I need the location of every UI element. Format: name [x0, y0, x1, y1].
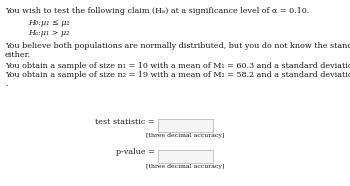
- Text: p-value =: p-value =: [116, 148, 155, 156]
- Text: test statistic =: test statistic =: [95, 118, 155, 126]
- Text: You obtain a sample of size n₁ = 10 with a mean of M₁ = 60.3 and a standard devi: You obtain a sample of size n₁ = 10 with…: [5, 62, 350, 70]
- Text: You wish to test the following claim (Hₐ) at a significance level of α = 0.10.: You wish to test the following claim (Hₐ…: [5, 7, 309, 15]
- Text: either.: either.: [5, 51, 31, 59]
- Text: .: .: [5, 80, 7, 88]
- Text: [three decimal accuracy]: [three decimal accuracy]: [146, 164, 225, 169]
- Text: Hₐ:μ₁ > μ₂: Hₐ:μ₁ > μ₂: [28, 29, 70, 37]
- Text: You obtain a sample of size n₂ = 19 with a mean of M₂ = 58.2 and a standard devi: You obtain a sample of size n₂ = 19 with…: [5, 71, 350, 79]
- Text: H₀:μ₁ ≤ μ₂: H₀:μ₁ ≤ μ₂: [28, 19, 70, 27]
- Text: You believe both populations are normally distributed, but you do not know the s: You believe both populations are normall…: [5, 42, 350, 50]
- Text: [three decimal accuracy]: [three decimal accuracy]: [146, 133, 225, 138]
